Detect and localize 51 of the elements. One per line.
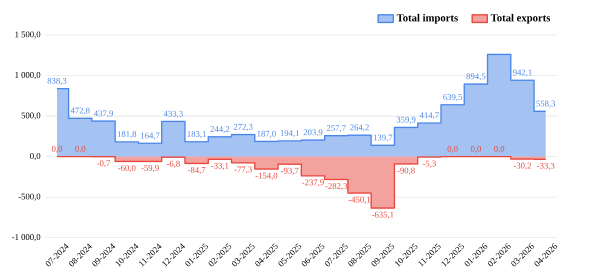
data-label: -30,2 bbox=[514, 162, 531, 170]
data-label: 0,0 bbox=[494, 146, 504, 154]
data-label: 139,7 bbox=[374, 134, 392, 142]
data-label: 0,0 bbox=[75, 146, 86, 154]
data-label: 272,3 bbox=[234, 124, 253, 131]
data-label: 183,1 bbox=[188, 131, 206, 138]
data-label: -33,3 bbox=[536, 162, 554, 170]
data-label: -282,3 bbox=[325, 183, 348, 190]
y-tick-label: -1 000,0 bbox=[12, 234, 40, 242]
data-label: 359,9 bbox=[396, 116, 416, 124]
y-tick-label: 1 500,0 bbox=[15, 31, 40, 39]
data-label: 244,2 bbox=[210, 126, 230, 134]
data-label: 942,1 bbox=[512, 70, 532, 77]
data-label: 0,0 bbox=[470, 146, 481, 154]
data-label: -93,7 bbox=[280, 168, 298, 175]
legend-label: Total exports bbox=[490, 14, 550, 24]
data-label: 437,9 bbox=[94, 110, 113, 118]
data-label: 639,5 bbox=[443, 94, 462, 102]
data-label: -635,1 bbox=[372, 212, 394, 219]
data-label: 558,3 bbox=[536, 100, 556, 108]
y-tick-label: 0,0 bbox=[30, 153, 40, 160]
data-label: 257,7 bbox=[326, 125, 346, 132]
data-label: -5,3 bbox=[422, 160, 436, 168]
y-tick-label: -500,0 bbox=[18, 194, 40, 201]
data-label: 264,2 bbox=[350, 124, 369, 132]
data-label: -154,0 bbox=[256, 172, 278, 180]
data-label: 181,8 bbox=[118, 131, 136, 138]
data-label: -77,3 bbox=[234, 166, 252, 174]
data-label: -450,1 bbox=[348, 196, 370, 204]
data-label: 0,0 bbox=[52, 146, 62, 154]
data-label: -237,9 bbox=[302, 179, 324, 187]
data-label: 0,0 bbox=[448, 146, 458, 154]
y-tick-label: 500,0 bbox=[22, 112, 40, 120]
data-label: 187,0 bbox=[257, 130, 276, 138]
data-label: -0,7 bbox=[96, 160, 110, 168]
data-label: 164,7 bbox=[141, 132, 160, 140]
data-label: -60,0 bbox=[118, 165, 136, 172]
y-tick-label: 1 000,0 bbox=[15, 72, 40, 80]
data-label: 433,3 bbox=[164, 110, 183, 118]
data-label: -84,7 bbox=[188, 167, 206, 174]
data-label: 838,3 bbox=[48, 78, 66, 86]
data-label: 472,8 bbox=[70, 108, 90, 115]
legend-label: Total imports bbox=[396, 14, 458, 24]
data-label: 894,5 bbox=[466, 73, 486, 80]
data-label: -6,8 bbox=[166, 160, 180, 168]
data-label: 203,9 bbox=[304, 129, 322, 136]
data-label: 194,1 bbox=[280, 130, 299, 138]
data-label: -33,1 bbox=[211, 162, 228, 170]
data-label: -90,8 bbox=[397, 168, 415, 175]
data-label: -59,9 bbox=[141, 165, 159, 172]
data-label: 414,7 bbox=[420, 112, 439, 120]
